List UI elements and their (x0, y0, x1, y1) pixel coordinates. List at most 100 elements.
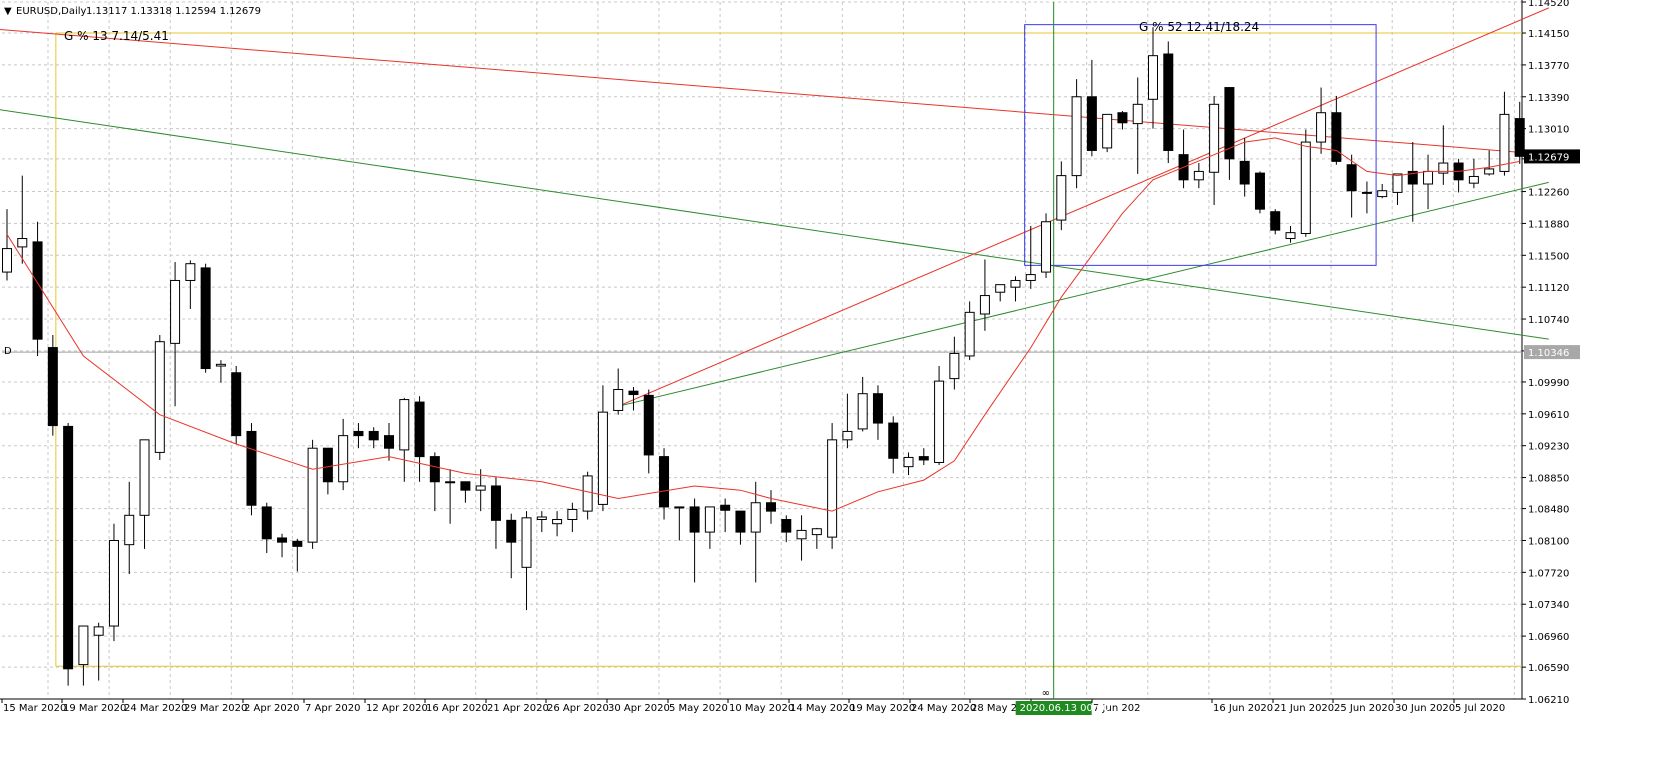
bear-candle (659, 456, 670, 508)
bull-candle (170, 279, 181, 344)
bear-candle (292, 540, 303, 547)
bear-candle (1331, 112, 1342, 162)
time-tick-label: 28 May 2020 (971, 703, 1036, 714)
bear-candle (1224, 87, 1235, 160)
bull-candle (2, 248, 12, 273)
time-tick-label: 24 May 2020 (911, 703, 976, 714)
price-tick-label: 1.11500 (1528, 251, 1569, 262)
current-price-tag: 1.12679 (1528, 152, 1569, 163)
bull-candle (613, 389, 624, 411)
bear-candle (384, 435, 394, 449)
bull-candle (582, 475, 593, 512)
trend-line-1 (0, 29, 1549, 156)
bull-candle (1148, 55, 1158, 100)
time-tick-label: 26 Apr 2020 (547, 703, 609, 714)
price-tick-label: 1.09230 (1528, 442, 1569, 453)
price-tick-label: 1.09990 (1528, 378, 1569, 389)
bear-candle (1254, 172, 1265, 210)
crosshair-mark: ∞ (1042, 688, 1050, 699)
bear-candle (261, 506, 272, 540)
time-tick-label: 29 Mar 2020 (184, 703, 247, 714)
bull-candle (750, 502, 761, 533)
time-tick-label: 21 Jun 2020 (1274, 703, 1334, 714)
level-price-tag-bg (1524, 345, 1580, 360)
bull-candle (567, 508, 578, 521)
bull-candle (827, 439, 838, 538)
time-tick-label: 10 May 2020 (729, 703, 794, 714)
bear-candle (353, 430, 364, 437)
trend-line-3 (618, 7, 1549, 407)
price-tick-label: 1.10740 (1528, 315, 1569, 326)
bull-candle (597, 411, 608, 505)
bear-candle (1117, 112, 1128, 124)
bear-candle (200, 267, 211, 370)
bear-candle (1239, 160, 1250, 185)
bull-candle (1392, 173, 1403, 193)
bear-candle (888, 422, 899, 459)
bull-candle (338, 435, 349, 483)
price-tick-label: 1.07720 (1528, 568, 1569, 579)
price-tick-label: 1.11880 (1528, 219, 1569, 230)
bull-candle (93, 626, 104, 636)
bull-candle (124, 514, 135, 546)
chart-menu-arrow[interactable]: ▼ (4, 6, 12, 17)
bear-candle (277, 537, 288, 543)
left-fibo-note: G % 13 7.14/5.41 (64, 29, 169, 43)
price-tick-label: 1.08100 (1528, 536, 1569, 547)
bear-candle (643, 394, 654, 456)
bull-candle (78, 625, 89, 666)
bull-candle (552, 519, 563, 525)
bull-candle (796, 529, 807, 540)
time-tick-label: 14 May 2020 (790, 703, 855, 714)
bull-candle (995, 284, 1006, 293)
moving-average-line (6, 137, 1520, 512)
bear-candle (231, 372, 242, 437)
bull-candle (1377, 190, 1388, 198)
bull-candle (1316, 112, 1327, 143)
bear-candle (63, 425, 74, 670)
bull-candle (1300, 141, 1311, 234)
time-tick-label: 19 May 2020 (850, 703, 915, 714)
price-tick-label: 1.13770 (1528, 61, 1569, 72)
price-tick-label: 1.14150 (1528, 29, 1569, 40)
bear-candle (781, 519, 792, 533)
bull-candle (1041, 221, 1052, 273)
bull-candle (1071, 96, 1082, 177)
time-tick-label: 7 Jun 202 (1093, 703, 1140, 714)
bull-candle (1025, 274, 1036, 281)
bear-candle (429, 456, 440, 483)
bull-candle (185, 263, 196, 281)
bull-candle (307, 447, 318, 543)
crosshair-date-tag: 2020.06.13 00:00 (1020, 703, 1109, 714)
bull-candle (1132, 103, 1143, 125)
trend-line-4 (618, 181, 1549, 407)
bull-candle (1438, 162, 1449, 174)
bear-candle (246, 430, 257, 506)
price-tick-label: 1.06960 (1528, 632, 1569, 643)
bear-candle (918, 456, 929, 461)
bull-candle (964, 311, 975, 357)
bull-candle (704, 506, 715, 533)
bull-candle (903, 456, 914, 468)
drawn-objects[interactable] (0, 2, 1549, 699)
bear-candle (506, 519, 517, 543)
chart-symbol-label: EURUSD,Daily (16, 6, 87, 17)
bear-candle (872, 393, 883, 424)
bull-candle (215, 363, 226, 367)
time-tick-label: 30 Jun 2020 (1395, 703, 1455, 714)
bear-candle (1163, 53, 1174, 151)
bear-candle (766, 502, 776, 512)
bull-candle (979, 295, 990, 315)
bull-candle (139, 439, 150, 516)
bear-candle (47, 347, 58, 427)
bear-candle (1086, 96, 1097, 151)
bull-candle (1361, 191, 1372, 194)
time-tick-label: 7 Apr 2020 (305, 703, 360, 714)
bear-candle (674, 506, 685, 509)
bull-candle (1209, 103, 1220, 173)
bear-candle (1514, 118, 1525, 157)
bull-candle (1010, 279, 1021, 288)
